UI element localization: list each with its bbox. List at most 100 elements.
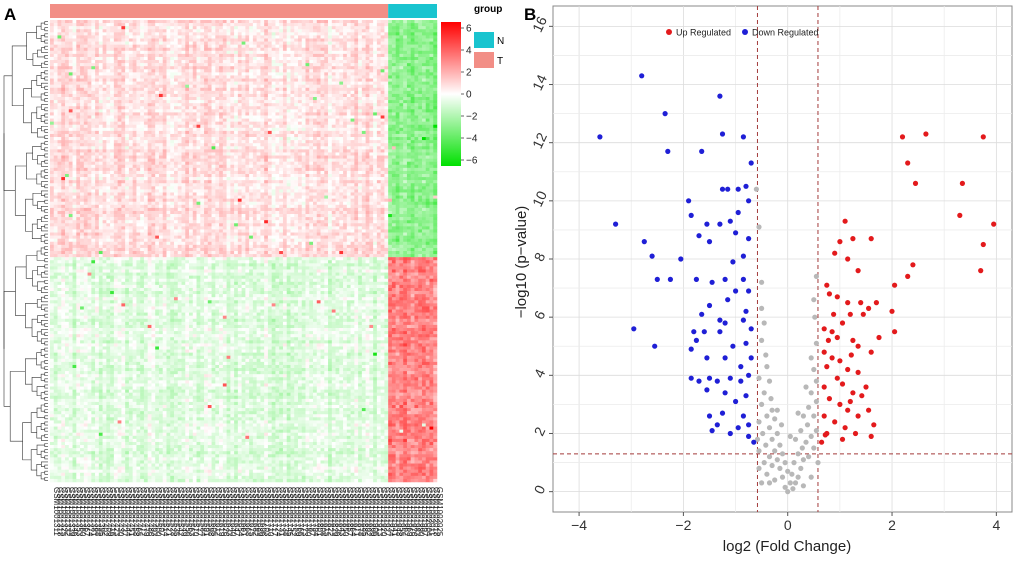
heatmap-cell [174, 122, 178, 125]
heatmap-cell [407, 162, 411, 165]
heatmap-cell [144, 140, 148, 143]
heatmap-cell [212, 109, 216, 112]
heatmap-cell [433, 42, 437, 45]
heatmap-cell [313, 134, 317, 137]
heatmap-cell [174, 32, 178, 35]
heatmap-cell [234, 134, 238, 137]
heatmap-cell [253, 152, 257, 155]
heatmap-cell [306, 20, 310, 23]
heatmap-cell [317, 20, 321, 23]
heatmap-cell [148, 75, 152, 78]
heatmap-cell [403, 48, 407, 51]
heatmap-cell [197, 75, 201, 78]
heatmap-cell [223, 38, 227, 41]
heatmap-cell [80, 29, 84, 32]
heatmap-cell [381, 122, 385, 125]
heatmap-cell [151, 112, 155, 115]
heatmap-cell [144, 42, 148, 45]
heatmap-cell [58, 79, 62, 82]
heatmap-cell [272, 94, 276, 97]
heatmap-grid[interactable] [50, 20, 437, 482]
heatmap-cell [65, 140, 69, 143]
heatmap-cell [118, 94, 122, 97]
heatmap-cell [234, 23, 238, 26]
heatmap-cell [121, 162, 125, 165]
heatmap-cell [272, 146, 276, 149]
heatmap-cell [166, 38, 170, 41]
heatmap-cell [275, 156, 279, 159]
heatmap-cell [103, 69, 107, 72]
heatmap-cell [133, 159, 137, 162]
heatmap-cell [328, 103, 332, 106]
heatmap-cell [114, 156, 118, 159]
heatmap-cell [148, 82, 152, 85]
heatmap-cell [324, 38, 328, 41]
heatmap-cell [50, 125, 54, 128]
heatmap-cell [106, 109, 110, 112]
heatmap-cell [80, 162, 84, 165]
heatmap-cell [88, 122, 92, 125]
heatmap-cell [103, 109, 107, 112]
heatmap-cell [347, 109, 351, 112]
heatmap-cell [339, 115, 343, 118]
heatmap-cell [144, 51, 148, 54]
heatmap-cell [287, 143, 291, 146]
heatmap-cell [290, 159, 294, 162]
heatmap-cell [283, 94, 287, 97]
dendrogram-branch [32, 80, 42, 97]
heatmap-cell [238, 38, 242, 41]
heatmap-cell [54, 100, 58, 103]
heatmap-cell [110, 143, 114, 146]
heatmap-cell [193, 85, 197, 88]
heatmap-cell [351, 137, 355, 140]
heatmap-cell [242, 115, 246, 118]
heatmap-cell [182, 162, 186, 165]
heatmap-cell [73, 115, 77, 118]
heatmap-cell [121, 91, 125, 94]
heatmap-cell [129, 106, 133, 109]
heatmap-cell [208, 72, 212, 75]
heatmap-cell [260, 115, 264, 118]
heatmap-cell [200, 125, 204, 128]
heatmap-cell [279, 109, 283, 112]
heatmap-cell [129, 122, 133, 125]
heatmap-cell [313, 140, 317, 143]
heatmap-cell [411, 63, 415, 66]
heatmap-cell [166, 100, 170, 103]
heatmap-cell [114, 112, 118, 115]
heatmap-cell [185, 143, 189, 146]
heatmap-cell [290, 137, 294, 140]
heatmap-cell [223, 26, 227, 29]
heatmap-cell [76, 109, 80, 112]
heatmap-cell [129, 119, 133, 122]
heatmap-cell [174, 149, 178, 152]
heatmap-cell [306, 94, 310, 97]
heatmap-cell [129, 42, 133, 45]
heatmap-cell [377, 63, 381, 66]
heatmap-cell [407, 134, 411, 137]
heatmap-cell [54, 143, 58, 146]
heatmap-cell [223, 69, 227, 72]
heatmap-cell [65, 51, 69, 54]
heatmap-cell [227, 57, 231, 60]
heatmap-cell [178, 85, 182, 88]
heatmap-cell [351, 29, 355, 32]
heatmap-cell [279, 48, 283, 51]
heatmap-cell [242, 140, 246, 143]
heatmap-cell [99, 45, 103, 48]
heatmap-cell [155, 152, 159, 155]
heatmap-cell [227, 60, 231, 63]
heatmap-cell [351, 79, 355, 82]
heatmap-cell [170, 125, 174, 128]
heatmap-cell [219, 38, 223, 41]
heatmap-cell [69, 85, 73, 88]
heatmap-cell [159, 159, 163, 162]
heatmap-cell [279, 23, 283, 26]
heatmap-cell [114, 137, 118, 140]
heatmap-cell [95, 94, 99, 97]
heatmap-cell [212, 128, 216, 131]
heatmap-cell [287, 60, 291, 63]
heatmap-cell [388, 45, 392, 48]
heatmap-cell [260, 156, 264, 159]
heatmap-cell [204, 72, 208, 75]
